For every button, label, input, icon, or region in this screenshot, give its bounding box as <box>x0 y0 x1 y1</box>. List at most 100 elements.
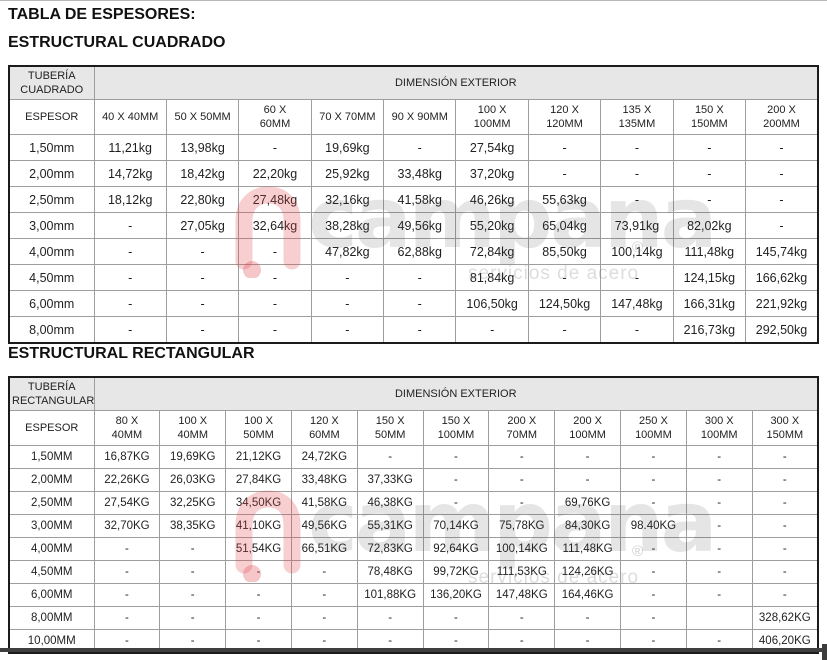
table-row: 4,50MM - - - -78,48KG 99,72KG 111,53KG 124,26KG… <box>8 560 819 584</box>
weight-cell: 55,20kg <box>455 212 529 239</box>
weight-cell: - <box>422 468 490 492</box>
table-row: 6,00MM - - - -101,88KG 136,20KG 147,48KG 164,46… <box>8 583 819 607</box>
weight-cell: 22,26KG <box>93 468 161 492</box>
dimension-col-header: 40 X 40MM <box>93 99 167 135</box>
weight-cell: - <box>93 583 161 607</box>
weight-cell: 37,33KG <box>356 468 424 492</box>
weight-cell: - <box>600 186 674 213</box>
weight-cell: 19,69kg <box>310 134 385 161</box>
weight-cell: 33,48kg <box>383 160 457 187</box>
espesor-cell: 2,50mm <box>8 186 95 213</box>
weight-cell: - <box>93 212 167 239</box>
weight-cell: - <box>685 537 753 561</box>
table-row: 1,50mm 11,21kg 13,98kg -19,69kg -27,54kg - - - - <box>8 134 819 161</box>
weight-cell: 18,12kg <box>93 186 167 213</box>
weight-cell: - <box>600 316 674 344</box>
weight-cell: 100,14KG <box>488 537 556 561</box>
weight-cell: - <box>310 264 385 291</box>
weight-cell: - <box>685 491 753 515</box>
weight-cell: - <box>620 468 687 492</box>
top-border-line <box>0 0 827 1</box>
dimension-col-header: 200 X 200MM <box>745 99 819 135</box>
table-row: 3,00MM 32,70KG 38,35KG 41,10KG 49,56KG 55,31K… <box>8 514 819 538</box>
weight-cell: 18,42kg <box>165 160 240 187</box>
weight-cell: 22,20kg <box>238 160 312 187</box>
weight-cell: 51,54KG <box>225 537 292 561</box>
weight-cell: 75,78KG <box>488 514 556 538</box>
weight-cell: - <box>745 160 819 187</box>
weight-cell: 164,46KG <box>554 583 621 607</box>
dimension-col-header: 90 X 90MM <box>383 99 457 135</box>
weight-cell: 124,15kg <box>672 264 747 291</box>
espesor-cell: 6,00MM <box>8 583 95 607</box>
weight-cell: 124,50kg <box>527 290 602 317</box>
weight-cell: 147,48KG <box>488 583 556 607</box>
table-row: 6,00mm - - - - -106,50kg 124,50kg 147,48kg 166,3… <box>8 290 819 317</box>
weight-cell: 166,31kg <box>672 290 747 317</box>
weight-cell: 166,62kg <box>745 264 819 291</box>
weight-cell: - <box>93 264 167 291</box>
weight-cell: - <box>685 514 753 538</box>
bottom-divider-bar <box>0 648 827 652</box>
weight-cell: - <box>238 264 312 291</box>
weight-cell: - <box>383 316 457 344</box>
espesor-cell: 2,00mm <box>8 160 95 187</box>
weight-cell: 72,84kg <box>455 238 529 265</box>
espesor-cell: 1,50MM <box>8 445 95 469</box>
dimension-col-header: 135 X 135MM <box>600 99 674 135</box>
espesor-cell: 4,00mm <box>8 238 95 265</box>
weight-cell: - <box>290 583 358 607</box>
weight-cell: - <box>422 445 490 469</box>
weight-cell: 27,54KG <box>93 491 161 515</box>
weight-cell: 27,54kg <box>455 134 529 161</box>
weight-cell: - <box>527 316 602 344</box>
table-row: 4,00mm - - -47,82kg 62,88kg 72,84kg 85,50kg 100… <box>8 238 819 265</box>
dimension-exterior-header: DIMENSIÓN EXTERIOR <box>93 376 819 411</box>
weight-cell: - <box>165 238 240 265</box>
weight-cell: 66,51KG <box>290 537 358 561</box>
weight-cell: 13,98kg <box>165 134 240 161</box>
weight-cell: - <box>159 537 227 561</box>
weight-cell: 41,58kg <box>383 186 457 213</box>
dimension-col-header: 120 X 60MM <box>290 410 358 446</box>
weight-cell: - <box>225 606 292 630</box>
corner-label: TUBERÍA CUADRADO <box>8 65 95 100</box>
weight-cell: - <box>165 290 240 317</box>
weight-cell: - <box>290 560 358 584</box>
weight-cell: - <box>383 290 457 317</box>
weight-cell: - <box>238 238 312 265</box>
weight-cell: 84,30KG <box>554 514 621 538</box>
dimension-col-header: 150 X 150MM <box>672 99 747 135</box>
weight-cell: 38,35KG <box>159 514 227 538</box>
weight-cell: - <box>159 560 227 584</box>
espesor-cell: 4,50MM <box>8 560 95 584</box>
weight-cell: 328,62KG <box>751 606 819 630</box>
weight-cell: - <box>93 316 167 344</box>
weight-cell: - <box>600 160 674 187</box>
weight-cell: - <box>93 537 161 561</box>
weight-cell: - <box>672 160 747 187</box>
weight-cell: - <box>159 583 227 607</box>
weight-cell: - <box>685 560 753 584</box>
weight-cell: 41,10KG <box>225 514 292 538</box>
dimension-col-header: 50 X 50MM <box>165 99 240 135</box>
espesor-cell: 4,50mm <box>8 264 95 291</box>
weight-cell: - <box>620 606 687 630</box>
weight-cell: 70,14KG <box>422 514 490 538</box>
weight-cell: 27,05kg <box>165 212 240 239</box>
weight-cell: 111,48kg <box>672 238 747 265</box>
weight-cell: 22,80kg <box>165 186 240 213</box>
weight-cell: - <box>356 445 424 469</box>
weight-cell: 47,82kg <box>310 238 385 265</box>
weight-cell: - <box>455 316 529 344</box>
weight-cell: - <box>238 316 312 344</box>
weight-cell: - <box>225 560 292 584</box>
dimension-col-header: 150 X 50MM <box>356 410 424 446</box>
weight-cell: 124,26KG <box>554 560 621 584</box>
weight-cell: 65,04kg <box>527 212 602 239</box>
espesor-cell: 3,00MM <box>8 514 95 538</box>
weight-cell: - <box>672 186 747 213</box>
weight-cell: 41,58KG <box>290 491 358 515</box>
weight-cell: 21,12KG <box>225 445 292 469</box>
